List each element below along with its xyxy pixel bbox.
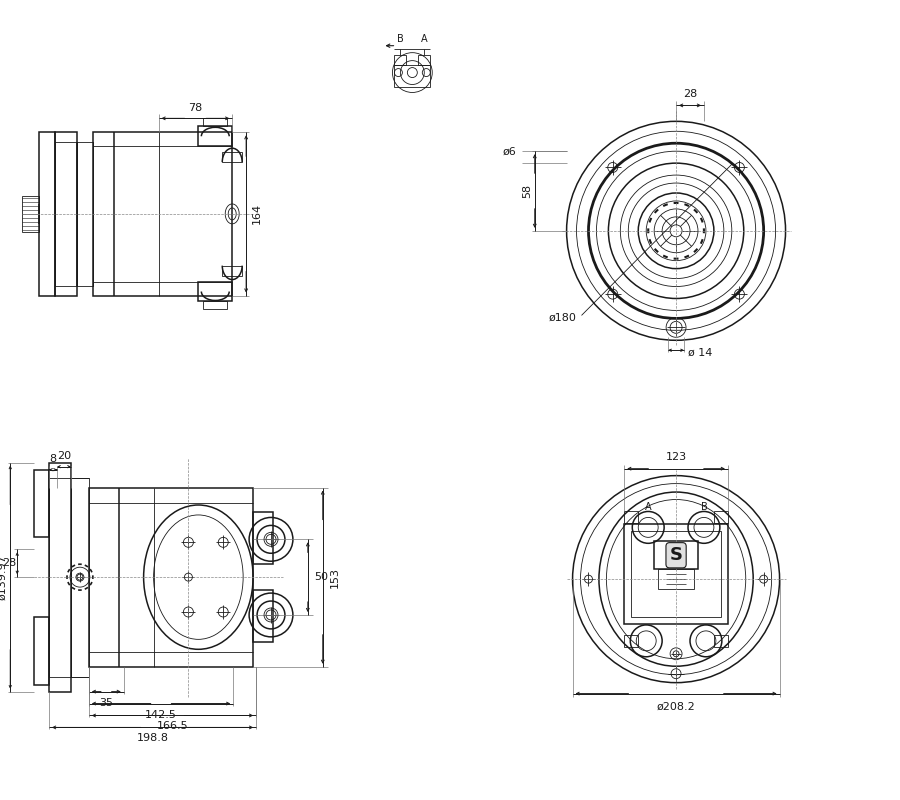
Bar xyxy=(714,511,728,523)
Bar xyxy=(222,266,242,275)
Bar xyxy=(714,635,728,647)
Text: 166.5: 166.5 xyxy=(157,722,188,731)
Text: 28: 28 xyxy=(683,90,698,99)
Bar xyxy=(50,462,71,692)
Bar xyxy=(625,511,638,523)
Bar xyxy=(22,196,39,232)
Bar xyxy=(654,542,698,569)
Text: 28: 28 xyxy=(2,558,16,568)
Text: S: S xyxy=(670,546,682,564)
Text: 58: 58 xyxy=(522,184,532,198)
Bar xyxy=(39,132,55,295)
Text: A: A xyxy=(645,502,652,513)
Bar xyxy=(76,142,93,286)
Bar xyxy=(625,525,728,624)
Text: 50: 50 xyxy=(314,572,328,582)
Bar xyxy=(222,152,242,162)
Bar xyxy=(55,132,76,295)
Text: ø6: ø6 xyxy=(503,146,517,156)
Text: 78: 78 xyxy=(188,103,202,114)
Bar xyxy=(34,617,50,685)
Text: 153: 153 xyxy=(329,566,339,588)
Bar xyxy=(203,118,227,126)
Text: 142.5: 142.5 xyxy=(145,710,176,719)
Text: 164: 164 xyxy=(252,203,262,225)
Bar xyxy=(625,635,638,647)
Bar xyxy=(203,302,227,310)
Bar xyxy=(394,65,430,86)
Bar xyxy=(418,54,430,65)
Bar xyxy=(658,569,694,589)
Text: ø180: ø180 xyxy=(549,312,577,322)
Bar xyxy=(50,478,71,677)
Text: A: A xyxy=(421,34,428,44)
Text: ø 14: ø 14 xyxy=(688,347,713,358)
Bar xyxy=(89,487,253,666)
Text: ø139.97: ø139.97 xyxy=(0,554,7,600)
Text: 8: 8 xyxy=(50,454,57,464)
Text: B: B xyxy=(397,34,404,44)
Bar xyxy=(198,126,232,146)
Bar xyxy=(631,531,721,617)
Text: 198.8: 198.8 xyxy=(137,734,168,743)
Bar xyxy=(253,590,273,642)
Bar xyxy=(93,132,232,295)
Bar xyxy=(394,54,407,65)
Bar xyxy=(71,478,89,677)
Text: ø208.2: ø208.2 xyxy=(657,702,696,711)
Bar xyxy=(253,513,273,564)
Bar xyxy=(198,282,232,302)
Bar xyxy=(55,142,76,286)
Text: 35: 35 xyxy=(99,698,112,707)
Text: 123: 123 xyxy=(665,452,687,462)
Text: 20: 20 xyxy=(57,450,71,461)
Bar xyxy=(34,470,50,538)
Text: B: B xyxy=(700,502,707,513)
